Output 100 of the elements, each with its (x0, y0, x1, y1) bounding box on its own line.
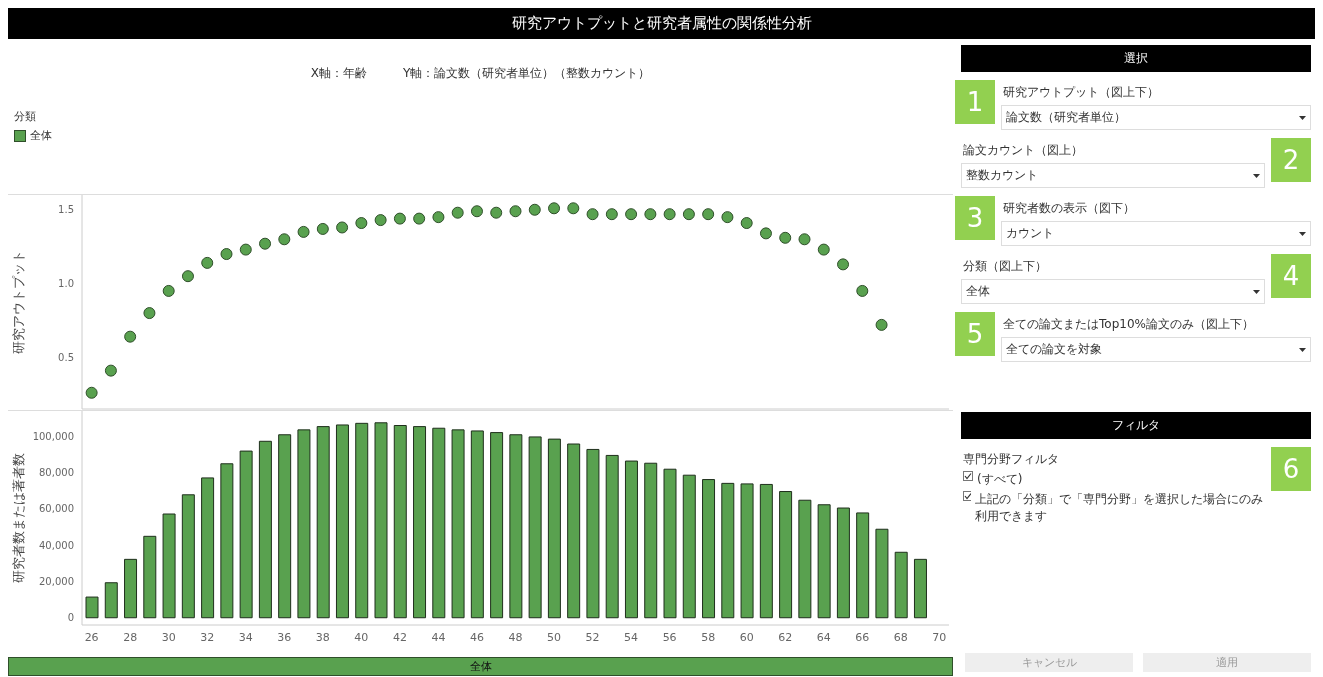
bar (644, 462, 658, 619)
point (259, 237, 272, 250)
bar (509, 434, 523, 619)
bar (817, 504, 831, 619)
y-tick-label: 80,000 (39, 467, 74, 479)
text: キャンセル (965, 653, 1133, 672)
point (316, 222, 329, 235)
bar (413, 426, 427, 619)
point (528, 203, 541, 216)
y-tick-label: 1.5 (58, 204, 74, 216)
point (143, 307, 156, 320)
bar (297, 429, 311, 619)
text: 全体 (8, 657, 953, 676)
point (336, 221, 349, 234)
x-tick-label: 62 (778, 630, 793, 644)
chart-title: 研究アウトプットと研究者属性の関係性分析 (8, 8, 1315, 39)
y-tick-label: 40,000 (39, 539, 74, 551)
point (201, 256, 214, 269)
bar (451, 429, 465, 619)
text: 選択 (961, 45, 1311, 72)
point (181, 270, 194, 283)
x-tick-label: 58 (701, 630, 716, 644)
x-tick-label: 28 (123, 630, 138, 644)
bar (220, 463, 234, 619)
x-tick-label: 54 (624, 630, 639, 644)
bar (335, 424, 349, 619)
x-tick-label: 42 (392, 630, 407, 644)
point (85, 386, 98, 399)
bar (490, 432, 504, 619)
point (586, 208, 599, 221)
bar (104, 582, 118, 619)
point (278, 233, 291, 246)
x-tick-label: 40 (354, 630, 369, 644)
x-tick-label: 60 (739, 630, 754, 644)
point (220, 248, 233, 261)
text: 全ての論文を対象 (1006, 341, 1102, 358)
point (702, 208, 715, 221)
text: 5 (955, 312, 995, 356)
x-tick-label: 36 (277, 630, 292, 644)
bar (374, 422, 388, 619)
bar (894, 551, 908, 619)
bar (682, 474, 696, 619)
point (644, 208, 657, 221)
y-axis-title: 研究アウトプット (10, 250, 26, 354)
x-tick-label: 32 (200, 630, 215, 644)
bar (528, 436, 542, 619)
y-tick-label: 1.0 (58, 278, 74, 290)
bar (547, 438, 561, 619)
x-tick-label: 30 (161, 630, 176, 644)
x-tick-label: 68 (893, 630, 908, 644)
text: カウント (1006, 225, 1054, 242)
point (605, 208, 618, 221)
y-tick-label: 60,000 (39, 503, 74, 515)
point (759, 227, 772, 240)
point (875, 318, 888, 331)
text: フィルタ (961, 412, 1311, 439)
point (104, 364, 117, 377)
legend-title: 分類 (14, 109, 37, 124)
point (490, 206, 503, 219)
point (470, 205, 483, 218)
point (856, 284, 869, 297)
bar (836, 507, 850, 619)
x-tick-label: 46 (469, 630, 484, 644)
x-tick-label: 48 (508, 630, 523, 644)
point (413, 212, 426, 225)
bar (663, 468, 677, 619)
text: 4 (1271, 254, 1311, 298)
bar (624, 460, 638, 619)
bar (143, 535, 157, 619)
point (393, 212, 406, 225)
bar (856, 512, 870, 619)
point (682, 208, 695, 221)
text: 2 (1271, 138, 1311, 182)
point (837, 258, 850, 271)
bar (162, 513, 176, 619)
text: 全ての論文またはTop10%論文のみ（図上下） (1002, 316, 1255, 333)
point (355, 217, 368, 230)
text: 整数カウント (966, 167, 1038, 184)
y-tick-label: 100,000 (32, 430, 74, 442)
point (548, 202, 561, 215)
x-tick-label: 66 (855, 630, 870, 644)
point (432, 211, 445, 224)
point (817, 243, 830, 256)
y-tick-label: 0 (67, 612, 74, 624)
point (663, 208, 676, 221)
x-tick-label: 64 (816, 630, 831, 644)
x-tick-label: 56 (662, 630, 677, 644)
x-tick-label: 52 (585, 630, 600, 644)
point (162, 284, 175, 297)
bar (181, 494, 195, 619)
point (297, 225, 310, 238)
x-tick-label: 44 (431, 630, 446, 644)
bar (586, 448, 600, 619)
bar (798, 499, 812, 619)
bar (567, 443, 581, 619)
bar (605, 454, 619, 619)
bar (124, 558, 138, 619)
point (239, 243, 252, 256)
chart-subtitle: X軸：年齢 Y軸：論文数（研究者単位）（整数カウント） (309, 65, 652, 82)
bar (470, 430, 484, 619)
